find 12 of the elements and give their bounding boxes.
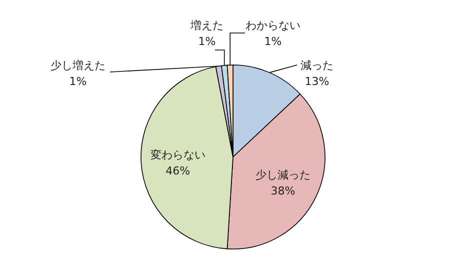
data-label: 1% — [264, 35, 282, 48]
slice-label: わからない — [246, 19, 300, 32]
data-label: 13% — [304, 75, 330, 88]
slice-label: 少し減った — [255, 168, 310, 182]
data-label: 38% — [270, 184, 296, 198]
slice-label: 変わらない — [150, 148, 206, 162]
data-label: 1% — [198, 35, 216, 48]
data-label: 1% — [69, 75, 87, 88]
slice-label: 減った — [300, 59, 334, 72]
slice-label: 増えた — [190, 19, 224, 32]
slice-label: 少し増えた — [50, 59, 106, 72]
data-label: 46% — [166, 164, 190, 178]
